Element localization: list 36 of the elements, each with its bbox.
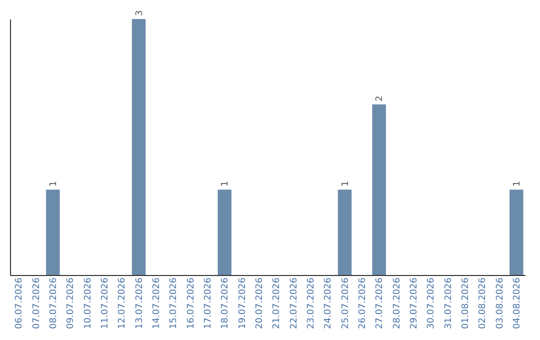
x-tick-label: 24.07.2026 bbox=[324, 277, 334, 330]
data-label: 3 bbox=[134, 10, 145, 16]
x-tick-label: 12.07.2026 bbox=[118, 277, 128, 330]
data-label: 1 bbox=[48, 180, 59, 187]
x-tick-label: 15.07.2026 bbox=[169, 277, 180, 330]
x-tick-label: 18.07.2026 bbox=[220, 277, 231, 330]
x-tick-label: 16.07.2026 bbox=[186, 277, 196, 330]
x-tick-label: 21.07.2026 bbox=[272, 277, 282, 330]
x-tick-label: 25.07.2026 bbox=[340, 277, 351, 330]
x-tick-label: 09.07.2026 bbox=[66, 277, 76, 330]
x-tick-label: 14.07.2026 bbox=[152, 277, 162, 330]
x-tick-label: 30.07.2026 bbox=[426, 277, 437, 330]
x-tick-label: 22.07.2026 bbox=[289, 277, 300, 330]
x-tick-label: 29.07.2026 bbox=[409, 277, 420, 330]
x-tick-label: 08.07.2026 bbox=[48, 277, 59, 330]
data-label: 1 bbox=[512, 180, 522, 187]
x-tick-label: 23.07.2026 bbox=[306, 277, 316, 330]
x-tick-label: 31.07.2026 bbox=[444, 277, 454, 330]
x-tick-label: 19.07.2026 bbox=[238, 277, 248, 330]
x-tick-label: 13.07.2026 bbox=[134, 277, 145, 330]
x-tick-label: 02.08.2026 bbox=[478, 277, 488, 330]
x-tick-label: 03.08.2026 bbox=[495, 277, 506, 330]
data-label: 1 bbox=[340, 180, 351, 187]
x-tick-label: 06.07.2026 bbox=[14, 277, 25, 330]
data-label: 2 bbox=[375, 96, 386, 102]
x-tick-label: 10.07.2026 bbox=[83, 277, 94, 330]
x-tick-label: 01.08.2026 bbox=[460, 277, 471, 330]
x-tick-label: 04.08.2026 bbox=[512, 277, 522, 330]
x-tick-label: 11.07.2026 bbox=[100, 277, 110, 330]
x-tick-label: 20.07.2026 bbox=[254, 277, 265, 330]
x-tick-label: 27.07.2026 bbox=[375, 277, 386, 330]
x-tick-label: 07.07.2026 bbox=[32, 277, 42, 330]
x-tick-label: 28.07.2026 bbox=[392, 277, 402, 330]
data-label: 1 bbox=[220, 180, 231, 187]
x-tick-label: 26.07.2026 bbox=[358, 277, 368, 330]
x-tick-label: 17.07.2026 bbox=[203, 277, 214, 330]
